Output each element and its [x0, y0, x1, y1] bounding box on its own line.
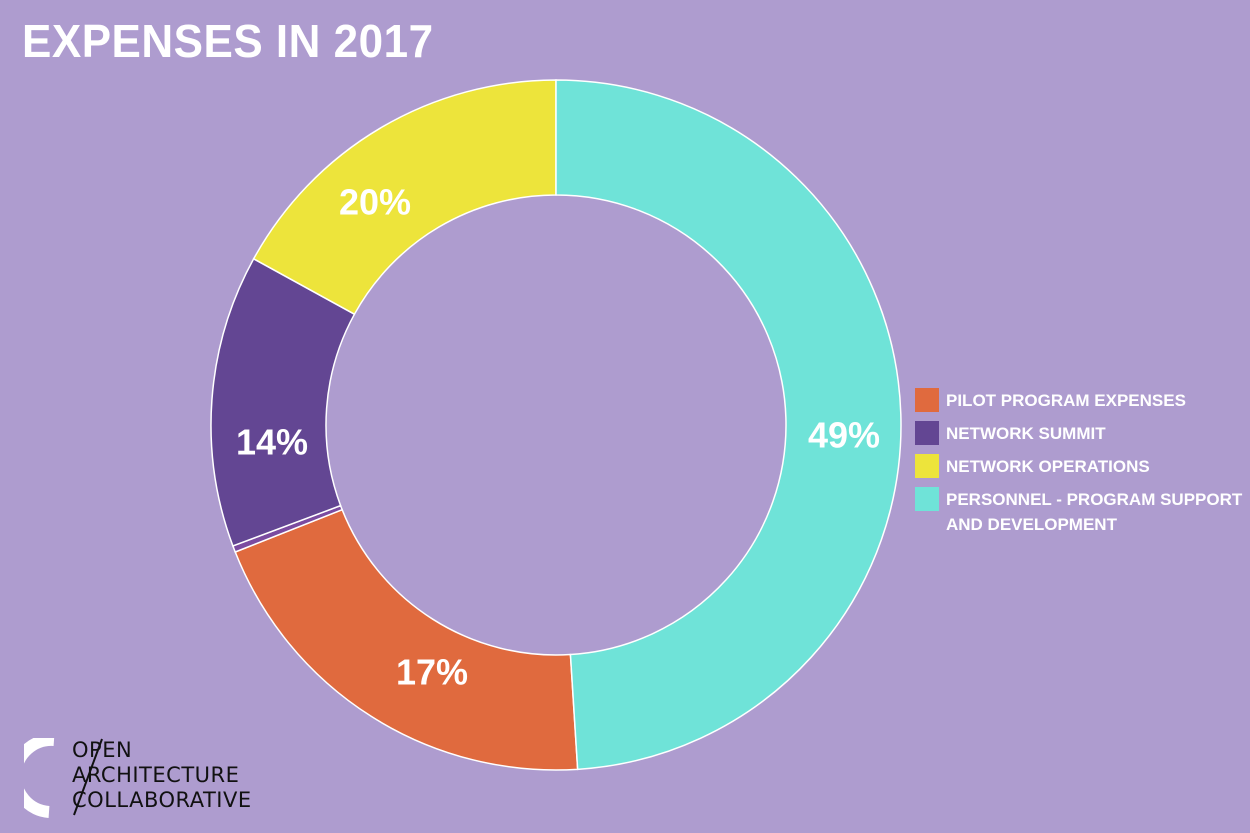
legend-swatch: [915, 388, 939, 412]
legend-item-0: PILOT PROGRAM EXPENSES: [915, 388, 1250, 413]
chart-title: EXPENSES IN 2017: [22, 16, 434, 68]
logo-wordmark: OPEN ARCHITECTURE COLLABORATIVE: [72, 738, 252, 813]
logo-line-3: COLLABORATIVE: [72, 788, 252, 812]
legend-label: PILOT PROGRAM EXPENSES: [946, 391, 1186, 410]
donut-slices: [210, 79, 902, 771]
slice-label-2: 14%: [236, 422, 308, 463]
legend-item-1: NETWORK SUMMIT: [915, 421, 1250, 446]
logo-line-1: OPEN: [72, 738, 133, 762]
oac-logo-icon: [24, 738, 103, 818]
legend-item-3: PERSONNEL - PROGRAM SUPPORT AND DEVELOPME…: [915, 487, 1250, 537]
logo-line-2: ARCHITECTURE: [72, 763, 240, 787]
donut-slice-0: [234, 508, 579, 771]
donut-slice-4: [555, 79, 902, 771]
legend-swatch: [915, 454, 939, 478]
donut-slice-labels: 20% 14% 17% 49%: [236, 182, 880, 693]
legend-label: NETWORK SUMMIT: [946, 424, 1106, 443]
legend-swatch: [915, 421, 939, 445]
legend-swatch: [915, 487, 939, 511]
legend-label: NETWORK OPERATIONS: [946, 457, 1150, 476]
legend-item-2: NETWORK OPERATIONS: [915, 454, 1250, 479]
slice-label-0: 20%: [339, 182, 411, 223]
chart-legend: PILOT PROGRAM EXPENSES NETWORK SUMMIT NETW…: [915, 388, 1250, 545]
slice-label-4: 49%: [808, 415, 880, 456]
legend-label: PERSONNEL - PROGRAM SUPPORT AND DEVELOPME…: [946, 490, 1243, 534]
slice-label-3: 17%: [396, 652, 468, 693]
